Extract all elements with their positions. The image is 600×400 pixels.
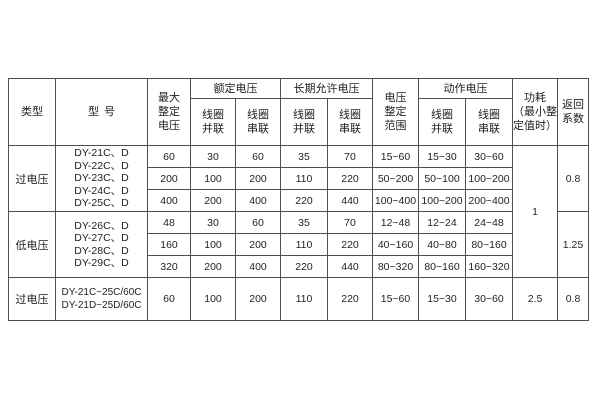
- cell-type-overvoltage: 过电压: [8, 145, 56, 212]
- table-cell: 80~160: [418, 255, 466, 278]
- header-power-consumption: 功耗 （最小整 定值时）: [512, 78, 558, 146]
- table-cell: 220: [327, 277, 373, 321]
- table-cell: 200: [235, 167, 281, 190]
- table-cell: 15~60: [372, 277, 419, 321]
- table-cell: 440: [327, 189, 373, 212]
- table-cell: 400: [235, 255, 281, 278]
- table-cell: 24~48: [465, 211, 513, 234]
- table-cell: 70: [327, 145, 373, 168]
- table-cell: 160~320: [465, 255, 513, 278]
- header-max-setting-voltage: 最大 整定 电压: [147, 78, 191, 146]
- table-cell: 15~30: [418, 145, 466, 168]
- spec-table: 类型 型号 最大 整定 电压 额定电压 长期允许电压 电压 整定 范围 动作电压…: [8, 78, 589, 321]
- cell-return-coef-group2: 1.25: [557, 211, 589, 278]
- header-operating-voltage: 动作电压: [418, 78, 513, 99]
- table-cell: 80~160: [465, 233, 513, 256]
- table-cell: 200: [190, 189, 236, 212]
- table-cell: 200: [235, 233, 281, 256]
- table-cell: 110: [280, 167, 328, 190]
- header-coil-series-operating: 线圈 串联: [465, 98, 513, 146]
- table-cell: 30: [190, 145, 236, 168]
- cell-return-coef-group1: 0.8: [557, 145, 589, 212]
- header-coil-series-longterm: 线圈 串联: [327, 98, 373, 146]
- table-cell: 220: [327, 167, 373, 190]
- table-cell: 70: [327, 211, 373, 234]
- header-voltage-setting-range: 电压 整定 范围: [372, 78, 419, 146]
- table-cell: 12~48: [372, 211, 419, 234]
- table-cell: 40~80: [418, 233, 466, 256]
- table-cell: 100: [190, 233, 236, 256]
- table-row: 过电压 DY-21C、D DY-22C、D DY-23C、D DY-24C、D …: [8, 145, 589, 278]
- table-cell: 60: [147, 277, 191, 321]
- table-row: 过电压 DY-21C~25C/60C DY-21D~25D/60C 60 100…: [8, 277, 589, 321]
- table-cell: 400: [235, 189, 281, 212]
- table-row: 低电压 DY-26C、D DY-27C、D DY-28C、D DY-29C、D …: [8, 211, 589, 278]
- table-cell: 160: [147, 233, 191, 256]
- cell-type-undervoltage: 低电压: [8, 211, 56, 278]
- table-row: 400 200 400 220 440 100~400 100~200 200~…: [9, 189, 589, 212]
- table-cell: 320: [147, 255, 191, 278]
- cell-power-consumption-1: 1: [512, 145, 558, 278]
- table-cell: 110: [280, 233, 328, 256]
- table-cell: 50~200: [372, 167, 419, 190]
- table-cell: 200: [190, 255, 236, 278]
- table-cell: 35: [280, 211, 328, 234]
- table-cell: 60: [235, 145, 281, 168]
- table-cell: 100~200: [418, 189, 466, 212]
- table-cell: 200~400: [465, 189, 513, 212]
- table-cell: 100: [190, 167, 236, 190]
- header-model: 型号: [55, 78, 148, 146]
- table-row: 160 100 200 110 220 40~160 40~80 80~160: [9, 233, 589, 256]
- header-coil-parallel-rated: 线圈 并联: [190, 98, 236, 146]
- table-cell: 40~160: [372, 233, 419, 256]
- table-cell: 12~24: [418, 211, 466, 234]
- cell-power-consumption-2: 2.5: [512, 277, 558, 321]
- header-coil-parallel-longterm: 线圈 并联: [280, 98, 328, 146]
- table-cell: 100~200: [465, 167, 513, 190]
- header-return-coefficient: 返回 系数: [557, 78, 589, 146]
- table-cell: 400: [147, 189, 191, 212]
- cell-models-group1: DY-21C、D DY-22C、D DY-23C、D DY-24C、D DY-2…: [55, 145, 148, 212]
- table-cell: 35: [280, 145, 328, 168]
- table-cell: 80~320: [372, 255, 419, 278]
- table-cell: 110: [280, 277, 328, 321]
- header-coil-parallel-operating: 线圈 并联: [418, 98, 466, 146]
- header-type: 类型: [8, 78, 56, 146]
- table-cell: 220: [280, 189, 328, 212]
- table-row: 320 200 400 220 440 80~320 80~160 160~32…: [9, 255, 589, 278]
- table-cell: 440: [327, 255, 373, 278]
- table-cell: 200: [235, 277, 281, 321]
- table-cell: 100: [190, 277, 236, 321]
- table-cell: 200: [147, 167, 191, 190]
- table-cell: 60: [235, 211, 281, 234]
- table-cell: 220: [280, 255, 328, 278]
- table-cell: 60: [147, 145, 191, 168]
- table-cell: 30~60: [465, 277, 513, 321]
- cell-models-group3: DY-21C~25C/60C DY-21D~25D/60C: [55, 277, 148, 321]
- cell-return-coef-group3: 0.8: [557, 277, 589, 321]
- cell-type-overvoltage-2: 过电压: [8, 277, 56, 321]
- table-cell: 30: [190, 211, 236, 234]
- header-long-term-voltage: 长期允许电压: [280, 78, 373, 99]
- table-cell: 15~30: [418, 277, 466, 321]
- table-cell: 48: [147, 211, 191, 234]
- cell-models-group2: DY-26C、D DY-27C、D DY-28C、D DY-29C、D: [55, 211, 148, 278]
- table-cell: 15~60: [372, 145, 419, 168]
- table-cell: 100~400: [372, 189, 419, 212]
- table-row: 200 100 200 110 220 50~200 50~100 100~20…: [9, 167, 589, 190]
- table-cell: 220: [327, 233, 373, 256]
- table-cell: 50~100: [418, 167, 466, 190]
- header-coil-series-rated: 线圈 串联: [235, 98, 281, 146]
- table-cell: 30~60: [465, 145, 513, 168]
- header-rated-voltage: 额定电压: [190, 78, 281, 99]
